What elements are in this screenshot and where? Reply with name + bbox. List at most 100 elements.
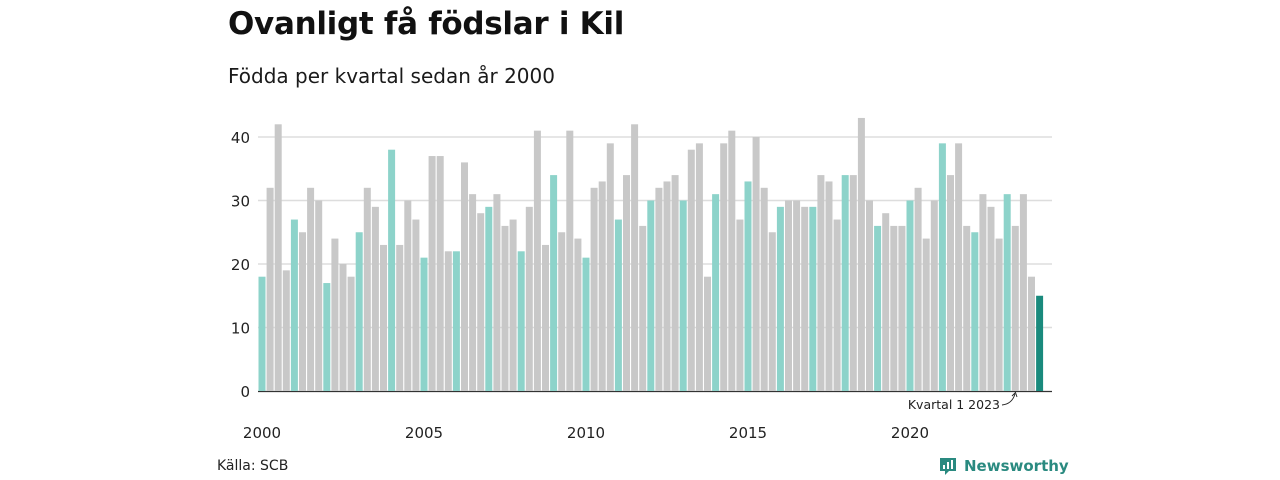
bar [906,200,914,391]
bar [728,130,736,391]
bar [517,251,525,391]
bar [590,187,598,391]
bar [404,200,412,391]
bar [331,238,339,391]
source-note: Källa: SCB [217,458,289,474]
bar [841,175,849,391]
y-tick-label: 30 [231,193,250,211]
bar [598,181,606,391]
bar [501,225,509,391]
bar [679,200,687,391]
bar [371,206,379,391]
annotation-arrowhead [1011,391,1018,398]
bar [566,130,574,391]
y-tick-label: 40 [231,129,250,147]
bar [736,219,744,391]
bar [776,206,784,391]
bar [712,194,720,391]
bar [857,117,865,391]
bar [631,124,639,392]
bar [266,187,274,391]
bar [1028,276,1035,391]
bar [833,219,841,391]
bar [914,187,922,391]
bar [412,219,420,391]
bar [461,162,468,391]
bar [493,194,501,391]
bar [290,219,298,391]
bar [979,194,987,391]
x-tick-label: 2000 [243,424,281,442]
bar [866,200,873,391]
bar [323,283,331,391]
bar [720,143,728,391]
bar [420,257,428,391]
bar [671,175,679,391]
bar [444,251,452,391]
bar [614,219,622,391]
brand-logo: Newsworthy [938,456,1069,476]
chart-subtitle: Födda per kvartal sedan år 2000 [228,64,555,88]
bar [339,264,347,391]
bar [995,238,1003,391]
bar [785,200,792,391]
y-tick-label: 0 [240,383,250,401]
bar [882,213,890,391]
bar [469,194,477,391]
bar [898,225,906,391]
bar [687,149,695,391]
bar [647,200,655,391]
bar [955,143,963,391]
x-tick-label: 2015 [729,424,767,442]
bar [1036,295,1044,391]
annotation-label: Kvartal 1 2023 [908,397,1000,412]
bar [760,187,768,391]
bar [663,181,671,391]
bar [542,244,549,391]
bar [396,244,404,391]
chart-title: Ovanligt få födslar i Kil [228,6,625,42]
bar [655,187,663,391]
y-tick-label: 20 [231,256,250,274]
annotation-arrow [1001,393,1016,406]
bar [623,175,630,391]
bar [485,206,493,391]
bar [825,181,833,391]
bar [428,156,436,391]
bar [744,181,752,391]
bar [380,244,387,391]
brand-name: Newsworthy [964,457,1069,475]
bar [987,206,995,391]
x-tick-label: 2005 [405,424,443,442]
bar [1019,194,1027,391]
bar [509,219,517,391]
x-tick-label: 2010 [567,424,605,442]
bar [793,200,801,391]
bar [874,225,882,391]
bar [307,187,315,391]
bar [452,251,460,391]
bar [274,124,282,392]
bar [938,143,946,391]
bar [388,149,396,391]
bar [639,225,647,391]
bar [347,276,355,391]
bar [922,238,930,391]
bar [809,206,817,391]
bar [695,143,703,391]
bar [963,225,971,391]
bar [299,232,306,391]
bar [436,156,444,391]
bar [315,200,323,391]
bar [801,206,809,391]
bar [971,232,979,391]
bar [574,238,582,391]
bar [558,232,566,391]
bar [355,232,363,391]
bar [890,225,898,391]
bar [930,200,938,391]
newsworthy-icon [940,458,956,475]
bar [550,175,558,391]
bar [258,276,266,391]
